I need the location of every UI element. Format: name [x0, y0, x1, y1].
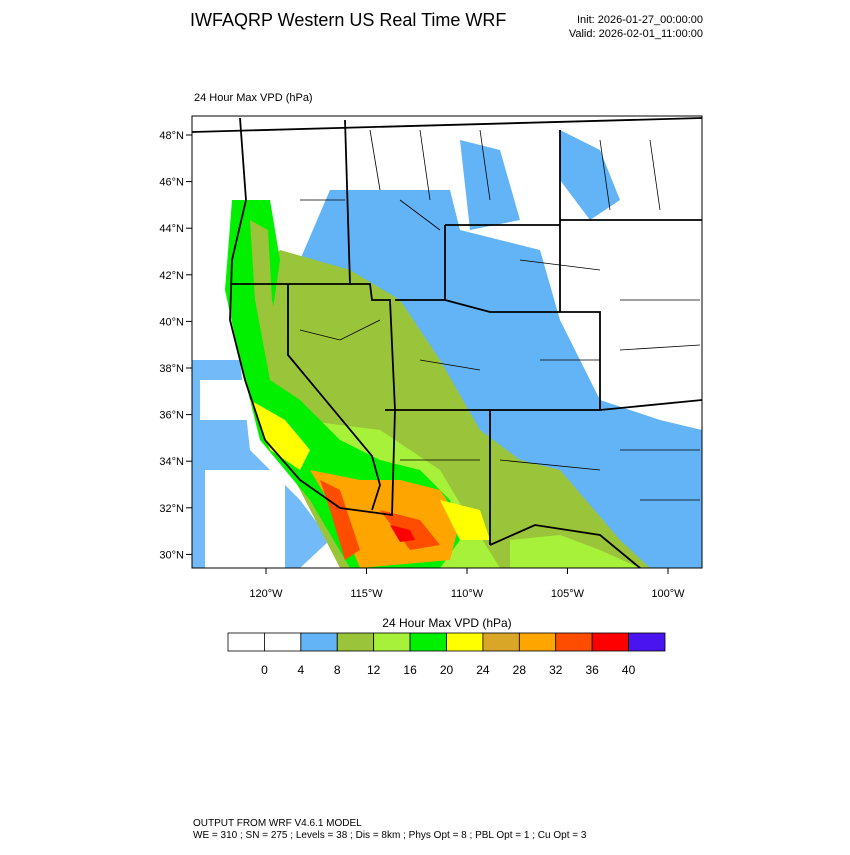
lat-label: 36°N — [159, 410, 184, 422]
colorbar-box — [373, 632, 411, 652]
lon-label: 115°W — [350, 588, 383, 600]
lat-label: 48°N — [159, 130, 184, 142]
lon-label: 100°W — [651, 588, 685, 600]
colorbar-label: 16 — [403, 663, 417, 677]
lon-label: 105°W — [551, 588, 585, 600]
lat-axis: 48°N 46°N 44°N 42°N 40°N 38°N 36°N 34°N 32°N 30°N — [159, 130, 192, 561]
lon-label: 120°W — [249, 588, 283, 600]
colorbar-label: 32 — [549, 663, 563, 677]
footer-line: OUTPUT FROM WRF V4.6.1 MODEL — [193, 818, 362, 829]
lon-axis: 120°W 115°W 110°W 105°W 100°W — [249, 568, 685, 600]
footer-line: WE = 310 ; SN = 275 ; Levels = 38 ; Dis … — [193, 830, 587, 841]
colorbar-label: 0 — [261, 663, 268, 677]
lat-label: 42°N — [159, 270, 184, 282]
lat-label: 40°N — [159, 316, 184, 328]
lat-label: 38°N — [159, 363, 184, 375]
colorbar-box — [482, 632, 520, 652]
colorbar-box — [336, 632, 375, 652]
colorbar-box — [518, 632, 557, 652]
map-frame — [191, 115, 703, 569]
colorbar-box — [264, 632, 302, 652]
colorbar: 0 4 8 12 16 20 24 28 32 36 40 — [227, 632, 666, 677]
colorbar-box — [591, 632, 629, 652]
colorbar-box — [300, 632, 338, 652]
init-time: Init: 2026-01-27_00:00:00 — [577, 14, 703, 26]
colorbar-label: 28 — [513, 663, 527, 677]
colorbar-box — [409, 632, 447, 652]
colorbar-label: 12 — [367, 663, 381, 677]
lat-label: 34°N — [159, 456, 184, 468]
colorbar-box — [628, 632, 666, 652]
map-field — [192, 116, 702, 568]
colorbar-label: 4 — [297, 663, 304, 677]
lat-label: 46°N — [159, 177, 184, 189]
colorbar-label: 20 — [440, 663, 454, 677]
colorbar-title: 24 Hour Max VPD (hPa) — [382, 616, 511, 630]
colorbar-label: 8 — [334, 663, 341, 677]
map-label: 24 Hour Max VPD (hPa) — [194, 92, 313, 104]
colorbar-box — [555, 632, 593, 652]
colorbar-label: 36 — [585, 663, 599, 677]
colorbar-label: 24 — [476, 663, 490, 677]
lon-label: 110°W — [451, 588, 484, 600]
valid-time: Valid: 2026-02-01_11:00:00 — [569, 28, 703, 40]
lat-label: 44°N — [159, 223, 184, 235]
lat-label: 32°N — [159, 503, 184, 515]
colorbar-box — [446, 632, 484, 652]
colorbar-label: 40 — [622, 663, 636, 677]
colorbar-box — [227, 632, 265, 652]
lat-label: 30°N — [159, 549, 184, 561]
title: IWFAQRP Western US Real Time WRF — [190, 10, 506, 30]
